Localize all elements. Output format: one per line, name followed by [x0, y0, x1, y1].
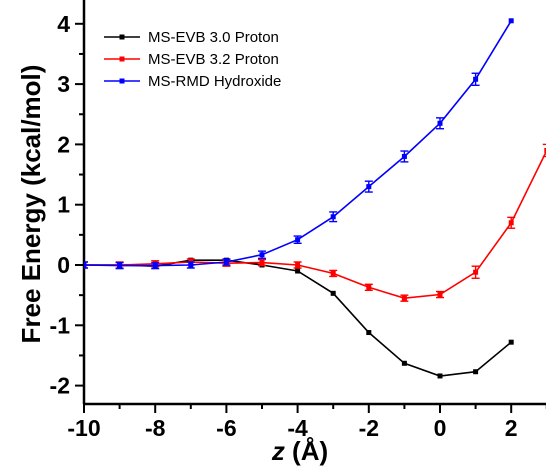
series-line — [84, 150, 546, 300]
y-tick-label: -1 — [50, 312, 71, 338]
x-axis-label: z (Å) — [271, 436, 328, 466]
data-point — [473, 76, 479, 82]
data-point — [295, 237, 301, 243]
data-point — [259, 260, 265, 266]
x-axis-label-unit: (Å) — [285, 436, 328, 466]
y-tick-label: 3 — [57, 71, 70, 97]
series-1 — [84, 257, 514, 379]
data-point — [437, 292, 443, 298]
y-tick-label: 0 — [57, 252, 70, 278]
data-point — [366, 284, 372, 290]
x-tick-label: -8 — [145, 415, 166, 441]
data-point — [295, 268, 301, 274]
data-point — [330, 290, 336, 296]
data-point — [473, 269, 479, 275]
y-tick-label: -2 — [50, 373, 70, 399]
axes — [75, 0, 546, 413]
legend-marker — [119, 78, 125, 84]
data-point — [152, 263, 158, 269]
data-point — [544, 147, 546, 153]
legend: MS-EVB 3.0 Proton MS-EVB 3.2 Proton MS-RMD… — [104, 29, 281, 90]
data-point — [437, 120, 443, 126]
data-point — [437, 373, 443, 379]
series-3 — [84, 18, 514, 270]
y-tick-label: 2 — [57, 131, 70, 157]
data-point — [366, 184, 372, 190]
y-axis-label: Free Energy (kcal/mol) — [16, 65, 46, 344]
data-point — [223, 259, 229, 265]
legend-label: MS-RMD Hydroxide — [148, 73, 281, 90]
data-point — [401, 360, 407, 366]
x-axis-label-variable: z — [271, 436, 285, 466]
x-tick-label: 2 — [505, 415, 518, 441]
data-point — [330, 214, 336, 220]
data-point — [508, 18, 514, 24]
x-tick-label: 0 — [434, 415, 447, 441]
data-point — [259, 252, 265, 258]
data-point — [295, 262, 301, 268]
data-point — [401, 153, 407, 159]
data-point — [84, 262, 87, 268]
y-tick-label: 1 — [57, 192, 70, 218]
legend-label: MS-EVB 3.2 Proton — [148, 51, 279, 68]
y-tick-label: 4 — [57, 11, 70, 37]
series-line — [84, 259, 512, 377]
data-point — [330, 270, 336, 276]
data-point — [401, 295, 407, 301]
data-point — [473, 369, 479, 375]
data-point — [366, 330, 372, 336]
legend-marker — [119, 56, 125, 62]
x-tick-label: -4 — [287, 415, 308, 441]
x-tick-label: -2 — [359, 415, 379, 441]
legend-marker — [119, 34, 125, 40]
x-tick-label: -10 — [67, 415, 100, 441]
legend-label: MS-EVB 3.0 Proton — [148, 29, 279, 46]
data-point — [188, 262, 194, 268]
series-2 — [84, 143, 546, 302]
series-layer — [84, 18, 546, 379]
data-point — [508, 339, 514, 345]
data-point — [117, 263, 123, 269]
x-tick-label: -6 — [216, 415, 236, 441]
data-point — [508, 220, 514, 226]
